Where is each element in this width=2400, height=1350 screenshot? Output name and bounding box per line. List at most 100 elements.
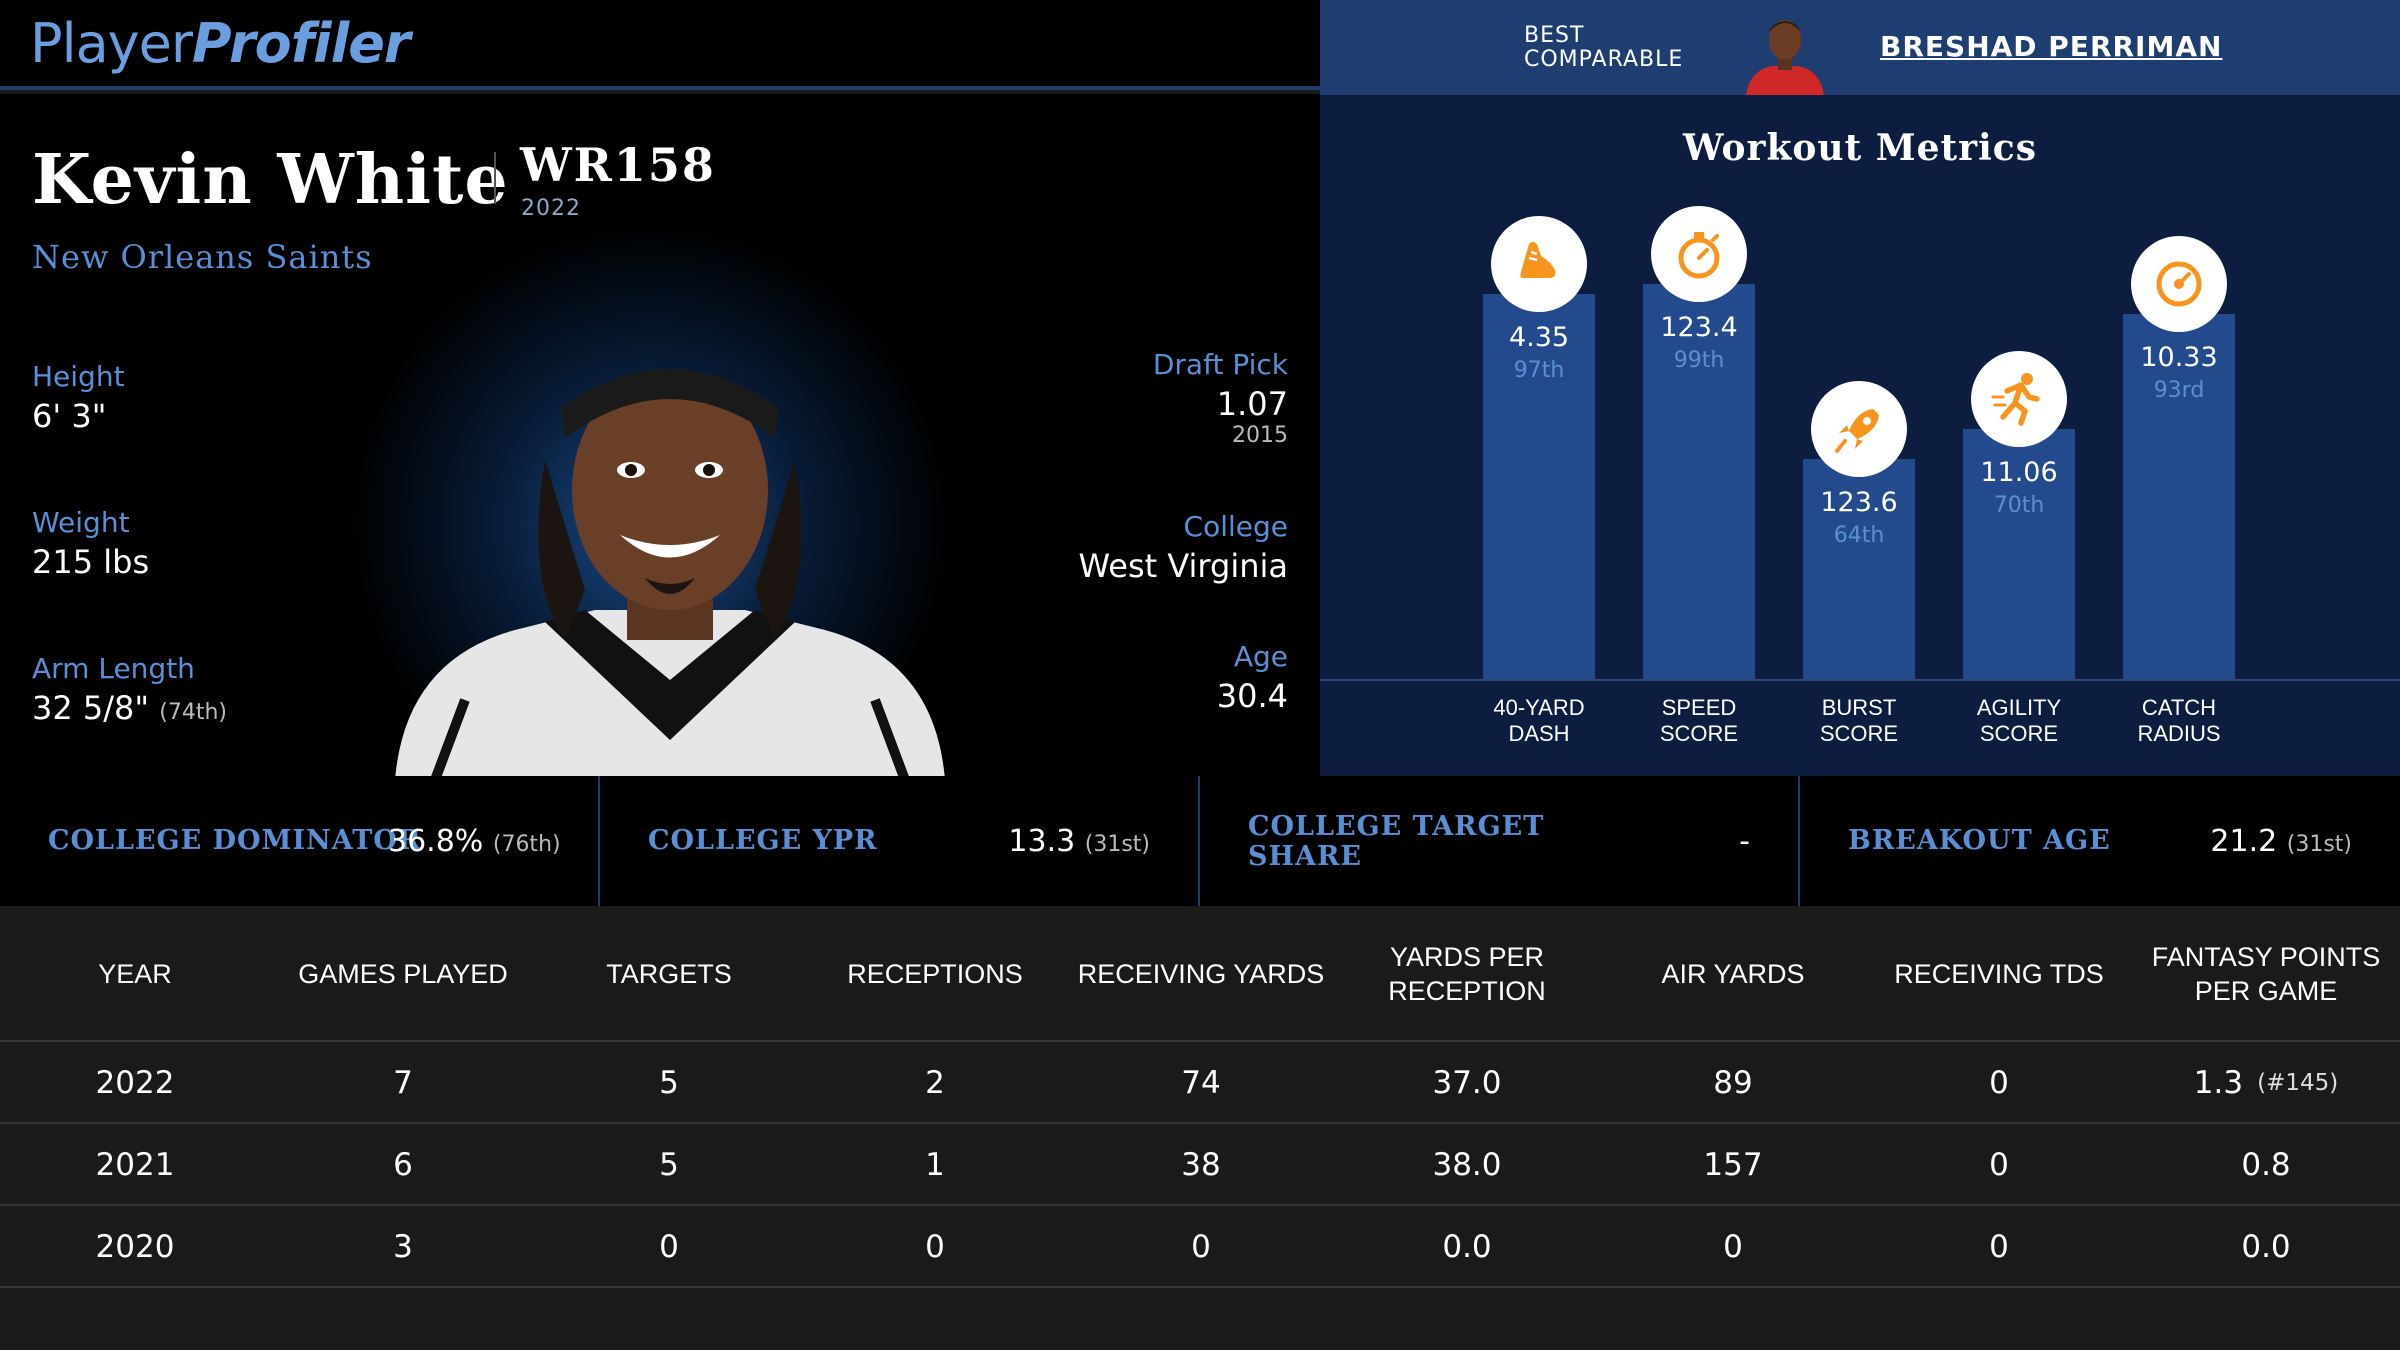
breakout-age-box: BREAKOUT AGE 21.2 (31st) (1800, 776, 2400, 906)
runner-icon (1971, 351, 2067, 447)
age-label: Age (1233, 640, 1288, 673)
table-cell: 5 (659, 1065, 679, 1101)
metric-bar-burst (1803, 459, 1915, 679)
metric-value: 10.33 (2140, 342, 2218, 373)
table-cell: 2022 (95, 1065, 175, 1101)
college-value[interactable]: West Virginia (1078, 547, 1289, 585)
metric-percentile: 97th (1513, 358, 1565, 383)
column-header[interactable]: YEAR (98, 959, 172, 989)
college-label: College (1183, 510, 1288, 543)
table-cell: 0.8 (2241, 1147, 2291, 1183)
height-label: Height (32, 360, 125, 393)
rocket-icon (1811, 381, 1907, 477)
metric-label: AGILITY SCORE (1939, 695, 2099, 747)
table-cell: 3 (393, 1229, 413, 1265)
team-name[interactable]: New Orleans Saints (32, 238, 373, 276)
college-attr: College West Virginia (1079, 510, 1289, 585)
name-divider (494, 152, 496, 204)
column-header[interactable]: YARDS PER RECEPTION (1388, 942, 1546, 1006)
best-comparable-label-line2: COMPARABLE (1524, 47, 1684, 72)
table-cell: 157 (1703, 1147, 1763, 1183)
college-dominator-label: COLLEGE DOMINATOR (48, 825, 422, 856)
fantasy-rank: (#145) (2257, 1070, 2339, 1096)
arm-length-attr: Arm Length 32 5/8" (74th) (32, 652, 227, 727)
comparable-player-link[interactable]: BRESHAD PERRIMAN (1880, 30, 2223, 63)
arm-length-number: 32 5/8" (32, 689, 150, 727)
best-comparable-label-line1: BEST (1524, 23, 1585, 48)
table-cell: 2021 (95, 1147, 175, 1183)
table-cell: 5 (659, 1147, 679, 1183)
arm-length-label: Arm Length (32, 652, 195, 685)
comparable-player-avatar[interactable] (1742, 10, 1828, 95)
table-cell: 0 (1723, 1229, 1743, 1265)
shoe-icon (1491, 216, 1587, 312)
metric-label-line1: 40-YARD (1493, 695, 1585, 720)
metric-value: 11.06 (1980, 457, 2058, 488)
height-value: 6' 3" (32, 397, 107, 435)
column-header[interactable]: FANTASY POINTS PER GAME (2151, 942, 2381, 1006)
draft-year: 2015 (1232, 423, 1288, 448)
breakout-age-number: 21.2 (2210, 824, 2278, 859)
metric-percentile: 93rd (2153, 378, 2205, 403)
stopwatch-icon (1651, 206, 1747, 302)
metric-label: BURST SCORE (1779, 695, 1939, 747)
age-value: 30.4 (1216, 677, 1288, 715)
table-row: 2020 3 0 0 0 0.0 0 0 0.0 (0, 1206, 2400, 1288)
table-cell: 6 (393, 1147, 413, 1183)
draft-pick-attr: Draft Pick 1.07 2015 (1153, 348, 1288, 448)
player-panel: Kevin White WR158 2022 New Orleans Saint… (0, 94, 1320, 776)
metric-label-line2: RADIUS (2137, 721, 2221, 746)
metric-label: 40-YARD DASH (1459, 695, 1619, 747)
metric-label-line1: BURST (1821, 695, 1897, 720)
table-cell: 89 (1713, 1065, 1753, 1101)
column-header[interactable]: RECEIVING TDS (1894, 959, 2104, 989)
metric-bar-40-yard (1483, 294, 1595, 679)
logo-part-2: Profiler (192, 12, 410, 75)
table-row: 2022 7 5 2 74 37.0 89 0 1.3 (#145) (0, 1042, 2400, 1124)
metric-label: SPEED SCORE (1619, 695, 1779, 747)
table-cell: 0.0 (2241, 1229, 2291, 1265)
table-cell: 1.3 (#145) (2193, 1065, 2339, 1101)
metric-label-line2: SCORE (1979, 721, 2059, 746)
column-header[interactable]: TARGETS (606, 959, 732, 989)
table-cell: 0 (1191, 1229, 1211, 1265)
best-comparable-label: BEST COMPARABLE (1524, 24, 1683, 72)
draft-pick-label: Draft Pick (1152, 348, 1288, 381)
college-dominator-percentile: (76th) (492, 832, 561, 857)
metric-label-line1: CATCH (2141, 695, 2217, 720)
college-dominator-value: 36.8% (76th) (388, 824, 561, 859)
table-cell: 2 (925, 1065, 945, 1101)
player-profiler-logo[interactable]: PlayerProfiler (30, 12, 410, 75)
table-cell: 7 (393, 1065, 413, 1101)
college-target-share-value: - (1739, 824, 1750, 859)
column-header[interactable]: RECEPTIONS (847, 959, 1023, 989)
workout-metrics-title: Workout Metrics (1683, 127, 2037, 169)
table-cell: 37.0 (1432, 1065, 1502, 1101)
rank-year: 2022 (521, 196, 581, 221)
column-header[interactable]: AIR YARDS (1661, 959, 1805, 989)
metric-percentile: 70th (1993, 493, 2045, 518)
column-header[interactable]: GAMES PLAYED (298, 959, 508, 989)
column-header[interactable]: RECEIVING YARDS (1077, 959, 1325, 989)
player-name: Kevin White (32, 140, 509, 220)
weight-label: Weight (32, 506, 130, 539)
breakout-age-value: 21.2 (31st) (2210, 824, 2352, 859)
logo-part-1: Player (30, 12, 193, 75)
age-attr: Age 30.4 (1217, 640, 1288, 715)
metric-label-line1: SPEED (1661, 695, 1737, 720)
target-icon (2131, 236, 2227, 332)
breakout-age-label: BREAKOUT AGE (1848, 825, 2111, 856)
college-ypr-value: 13.3 (31st) (1008, 824, 1150, 859)
college-stats-row: COLLEGE DOMINATOR 36.8% (76th) COLLEGE Y… (0, 776, 2400, 906)
player-portrait (395, 369, 945, 776)
college-ypr-box: COLLEGE YPR 13.3 (31st) (600, 776, 1200, 906)
metric-bar-catch (2123, 314, 2235, 679)
table-cell: 0 (1989, 1229, 2009, 1265)
metric-bar-agility (1963, 429, 2075, 679)
table-cell: 38 (1181, 1147, 1221, 1183)
metric-value: 123.4 (1660, 312, 1738, 343)
college-target-share-label: COLLEGE TARGET SHARE (1248, 812, 1544, 872)
table-cell: 0 (925, 1229, 945, 1265)
metrics-baseline (1320, 679, 2400, 681)
table-cell: 0 (1989, 1147, 2009, 1183)
